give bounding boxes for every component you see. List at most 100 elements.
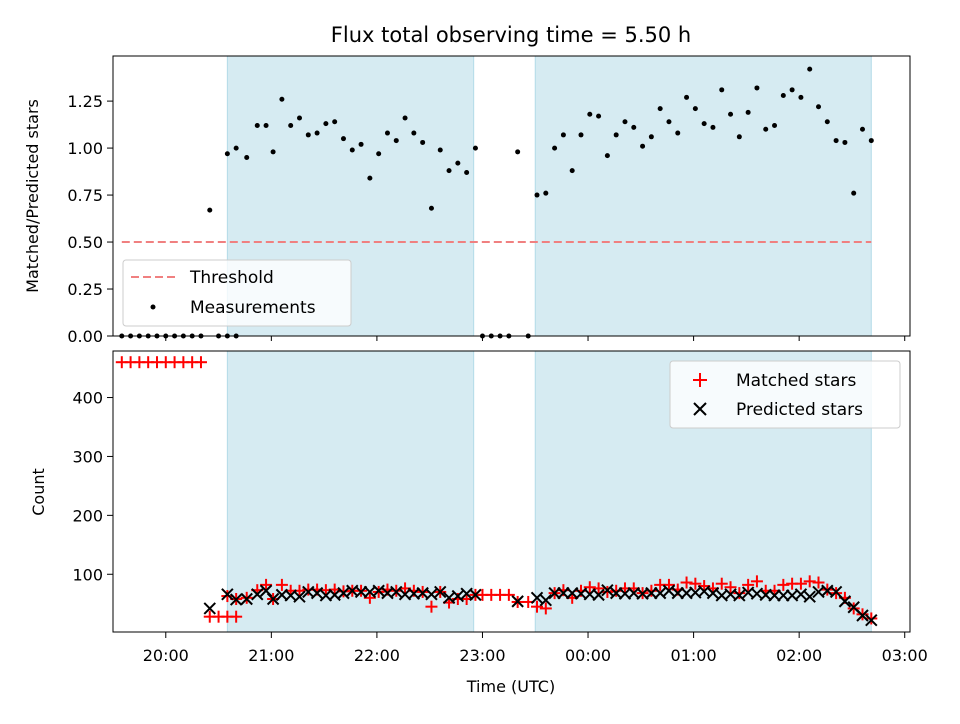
x-tick-label: 03:00 xyxy=(882,646,928,665)
top-x-ticks xyxy=(165,336,906,341)
predicted-star-marker xyxy=(469,588,482,602)
bottom-legend-box xyxy=(669,360,901,429)
measurement-point xyxy=(736,134,742,140)
matched-star-marker xyxy=(601,585,614,598)
measurement-point xyxy=(780,92,786,98)
predicted-star-marker xyxy=(425,588,438,601)
matched-star-marker xyxy=(742,578,755,591)
legend-predicted-label: Predicted stars xyxy=(736,400,863,420)
measurement-point xyxy=(384,130,390,136)
measurement-point xyxy=(224,151,230,157)
predicted-star-marker xyxy=(390,585,403,599)
matched-star-marker xyxy=(865,612,878,625)
measurement-point xyxy=(613,132,619,138)
x-tick-label: 02:00 xyxy=(776,646,822,665)
predicted-star-marker xyxy=(451,589,465,603)
bottom-y-tick-label: 200 xyxy=(72,506,103,525)
predicted-star-marker xyxy=(354,585,368,599)
top-observing-windows xyxy=(226,55,872,337)
legend-measurements-swatch xyxy=(150,304,156,310)
predicted-star-marker xyxy=(203,602,216,615)
measurement-point xyxy=(446,168,452,174)
bottom-y-tick-label: 400 xyxy=(72,389,103,408)
measurement-point xyxy=(807,66,813,72)
legend-predicted-swatch xyxy=(693,402,707,416)
predicted-star-marker xyxy=(530,591,544,605)
bottom-y-axis-label: Count xyxy=(29,468,48,516)
matched-star-marker xyxy=(230,610,243,623)
measurement-point xyxy=(288,123,294,129)
predicted-star-marker xyxy=(221,588,234,601)
measurement-point xyxy=(622,119,628,125)
predicted-star-marker xyxy=(539,593,553,607)
matched-star-marker xyxy=(777,578,790,591)
matched-star-marker xyxy=(662,578,675,591)
measurement-point xyxy=(772,123,778,129)
predicted-star-marker xyxy=(662,584,676,597)
measurement-point xyxy=(393,138,399,144)
figure-title: Flux total observing time = 5.50 h xyxy=(331,23,691,47)
top-y-axis-label: Matched/Predicted stars xyxy=(23,99,42,293)
top-y-tick-label: 0.75 xyxy=(67,186,103,205)
measurement-point xyxy=(376,151,382,157)
measurement-point xyxy=(640,143,646,149)
matched-star-marker xyxy=(715,577,728,590)
measurement-point xyxy=(648,134,654,140)
predicted-star-marker xyxy=(511,595,524,608)
predicted-star-marker xyxy=(706,586,720,600)
measurement-point xyxy=(684,94,690,100)
matched-star-marker xyxy=(689,577,702,590)
matched-star-marker xyxy=(275,578,288,591)
matched-star-marker xyxy=(539,602,552,615)
matched-star-marker xyxy=(733,587,746,600)
bottom-panel: 100 200 300 400 20:00 21:00 22:00 23:00 00:00 01… xyxy=(29,350,928,665)
measurement-point xyxy=(263,123,269,129)
matched-star-marker xyxy=(680,576,693,589)
measurement-point xyxy=(745,109,751,115)
predicted-star-marker xyxy=(229,593,243,606)
measurement-point xyxy=(358,141,364,147)
predicted-star-marker xyxy=(777,589,790,602)
legend-threshold-label: Threshold xyxy=(189,268,274,288)
measurement-point xyxy=(279,96,285,102)
measurement-point xyxy=(472,145,478,151)
bottom-legend: Matched stars Predicted stars xyxy=(669,360,901,429)
legend-measurements-label: Measurements xyxy=(190,298,316,318)
predicted-star-marker xyxy=(671,586,684,600)
measurement-point xyxy=(710,124,716,130)
predicted-star-marker xyxy=(240,592,253,606)
measurement-point xyxy=(455,160,461,166)
measurement-point xyxy=(323,121,329,127)
legend-matched-swatch xyxy=(693,373,707,387)
measurement-point xyxy=(305,132,311,138)
measurement-point xyxy=(367,175,373,181)
legend-matched-label: Matched stars xyxy=(736,371,856,391)
predicted-star-marker xyxy=(266,592,280,606)
matched-star-marker xyxy=(260,578,273,591)
matched-star-marker xyxy=(812,576,825,589)
x-tick-label: 23:00 xyxy=(459,646,505,665)
predicted-stars-series xyxy=(203,583,878,627)
measurement-point xyxy=(411,130,417,136)
matched-star-marker xyxy=(610,584,623,597)
x-tick-label: 00:00 xyxy=(565,646,611,665)
top-legend: Threshold Measurements xyxy=(122,259,352,327)
top-y-ticks: 0.00 0.25 0.50 0.75 1.00 1.25 xyxy=(67,92,113,346)
top-y-tick-label: 1.25 xyxy=(67,92,103,111)
measurement-point xyxy=(207,207,213,213)
measurement-point xyxy=(244,154,250,160)
measurement-point xyxy=(437,147,443,153)
bottom-x-ticks: 20:00 21:00 22:00 23:00 00:00 01:00 02:00 03:00 xyxy=(143,632,928,665)
measurement-point xyxy=(631,124,637,130)
measurement-point xyxy=(349,147,355,153)
predicted-star-marker xyxy=(434,585,447,599)
measurement-point xyxy=(851,190,857,196)
matched-star-marker xyxy=(803,575,816,588)
predicted-star-marker xyxy=(645,586,658,600)
x-tick-label: 01:00 xyxy=(671,646,717,665)
measurement-point xyxy=(552,145,558,151)
x-tick-label: 21:00 xyxy=(248,646,294,665)
top-y-tick-label: 1.00 xyxy=(67,139,103,158)
measurement-point xyxy=(420,139,426,145)
predicted-star-marker xyxy=(794,588,808,601)
